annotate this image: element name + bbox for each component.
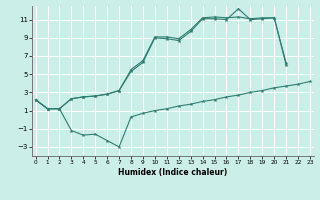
X-axis label: Humidex (Indice chaleur): Humidex (Indice chaleur) [118, 168, 228, 177]
